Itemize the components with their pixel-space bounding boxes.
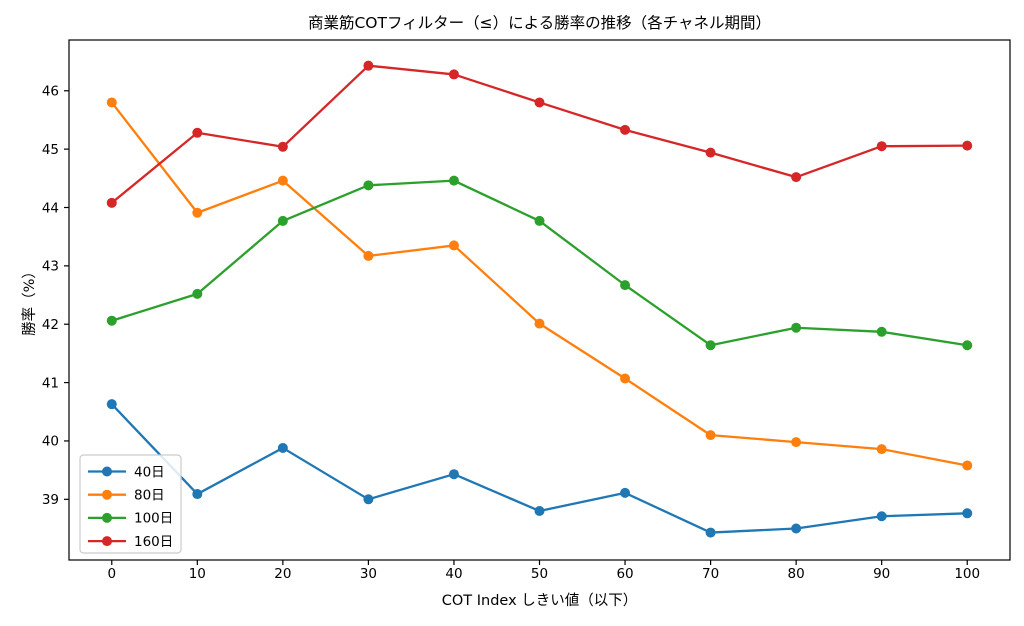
data-point-40日-60 bbox=[620, 487, 631, 498]
data-point-40日-20 bbox=[277, 442, 288, 453]
legend-label-80日: 80日 bbox=[134, 488, 165, 504]
legend-label-100日: 100日 bbox=[134, 511, 173, 527]
data-point-160日-90 bbox=[876, 141, 887, 152]
data-point-160日-0 bbox=[106, 197, 117, 208]
data-point-160日-10 bbox=[192, 127, 203, 138]
data-point-40日-100 bbox=[962, 508, 973, 519]
data-point-160日-70 bbox=[705, 147, 716, 158]
data-point-100日-100 bbox=[962, 340, 973, 351]
legend-box bbox=[79, 454, 182, 554]
data-point-80日-30 bbox=[363, 250, 374, 261]
series-line-80日 bbox=[110, 101, 969, 467]
data-point-80日-70 bbox=[705, 430, 716, 441]
legend-marker-160日 bbox=[102, 536, 112, 547]
data-point-40日-50 bbox=[534, 505, 545, 516]
x-tick-label: 70 bbox=[702, 566, 719, 582]
data-point-100日-20 bbox=[277, 215, 288, 226]
data-point-40日-0 bbox=[106, 399, 117, 410]
data-point-160日-50 bbox=[534, 97, 545, 108]
data-point-100日-50 bbox=[534, 215, 545, 226]
data-point-40日-30 bbox=[363, 494, 374, 505]
data-point-80日-0 bbox=[106, 97, 117, 108]
data-point-80日-80 bbox=[791, 437, 802, 448]
x-axis-label: COT Index しきい値（以下） bbox=[441, 593, 638, 609]
series-line-160日 bbox=[110, 64, 969, 204]
data-point-100日-40 bbox=[448, 175, 459, 186]
data-point-160日-20 bbox=[277, 141, 288, 152]
legend-marker-100日 bbox=[102, 512, 112, 523]
data-point-40日-10 bbox=[192, 489, 203, 500]
data-point-40日-40 bbox=[448, 469, 459, 480]
y-tick-label: 43 bbox=[42, 259, 59, 275]
legend-marker-40日 bbox=[102, 466, 112, 477]
legend-label-160日: 160日 bbox=[134, 534, 173, 550]
y-tick-label: 42 bbox=[42, 317, 59, 333]
data-point-160日-30 bbox=[363, 60, 374, 71]
x-tick-label: 60 bbox=[616, 566, 633, 582]
data-point-100日-0 bbox=[106, 315, 117, 326]
chart-title: 商業筋COTフィルター（≤）による勝率の推移（各チャネル期間） bbox=[307, 14, 772, 32]
x-tick-label: 30 bbox=[360, 566, 377, 582]
x-tick-label: 50 bbox=[531, 566, 548, 582]
y-tick-label: 41 bbox=[42, 375, 59, 391]
y-tick-label: 44 bbox=[42, 200, 59, 216]
data-point-40日-80 bbox=[791, 523, 802, 534]
y-tick-label: 45 bbox=[42, 142, 59, 158]
data-point-80日-20 bbox=[277, 175, 288, 186]
data-point-160日-60 bbox=[620, 124, 631, 135]
legend-label-40日: 40日 bbox=[134, 464, 165, 480]
x-tick-label: 10 bbox=[189, 566, 206, 582]
data-point-160日-40 bbox=[448, 69, 459, 80]
data-point-100日-80 bbox=[791, 322, 802, 333]
data-point-80日-60 bbox=[620, 373, 631, 384]
data-point-80日-100 bbox=[962, 460, 973, 471]
y-tick-label: 39 bbox=[42, 492, 59, 508]
x-tick-label: 100 bbox=[954, 566, 980, 582]
axes-frame bbox=[68, 39, 1011, 561]
y-tick-label: 40 bbox=[42, 434, 59, 450]
data-point-80日-50 bbox=[534, 318, 545, 329]
x-tick-label: 20 bbox=[274, 566, 291, 582]
data-point-100日-70 bbox=[705, 340, 716, 351]
data-point-160日-80 bbox=[791, 172, 802, 183]
data-point-100日-90 bbox=[876, 326, 887, 337]
x-tick-label: 0 bbox=[107, 566, 116, 582]
x-tick-label: 80 bbox=[788, 566, 805, 582]
data-point-100日-30 bbox=[363, 180, 374, 191]
data-point-80日-10 bbox=[192, 207, 203, 218]
x-tick-label: 40 bbox=[445, 566, 462, 582]
data-point-100日-10 bbox=[192, 288, 203, 299]
data-point-40日-90 bbox=[876, 511, 887, 522]
legend-marker-80日 bbox=[102, 489, 112, 500]
data-point-80日-40 bbox=[448, 240, 459, 251]
x-tick-label: 90 bbox=[873, 566, 890, 582]
data-point-160日-100 bbox=[962, 140, 973, 151]
data-point-40日-70 bbox=[705, 527, 716, 538]
data-point-100日-60 bbox=[620, 280, 631, 291]
data-point-80日-90 bbox=[876, 444, 887, 455]
y-tick-label: 46 bbox=[42, 84, 59, 100]
